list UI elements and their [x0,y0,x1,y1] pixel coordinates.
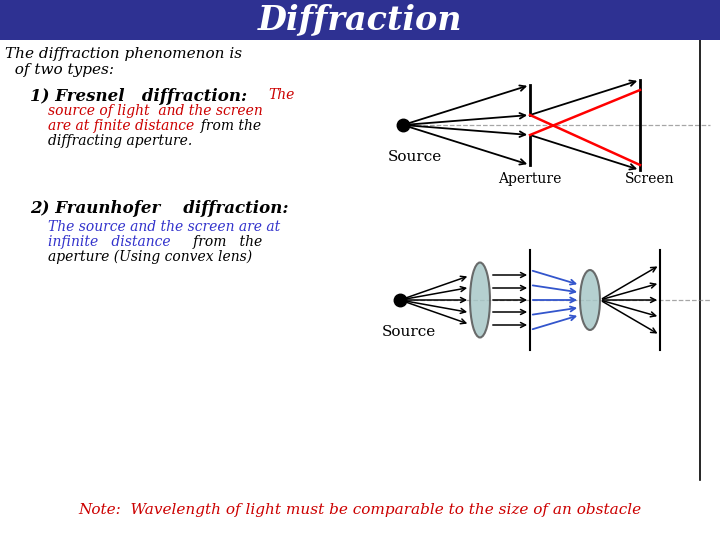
Text: Note:  Wavelength of light must be comparable to the size of an obstacle: Note: Wavelength of light must be compar… [78,503,642,517]
Text: Source: Source [382,325,436,339]
Text: source of light  and the screen: source of light and the screen [48,104,263,118]
Text: The: The [268,88,294,102]
Text: of two types:: of two types: [5,63,114,77]
Text: Source: Source [388,150,442,164]
Bar [0,0,720,40]
Text: 1) Fresnel   diffraction:: 1) Fresnel diffraction: [30,88,247,105]
Text: from   the: from the [180,235,262,249]
Text: 2) Fraunhofer    diffraction:: 2) Fraunhofer diffraction: [30,200,289,217]
Text: are at finite distance: are at finite distance [48,119,194,133]
Text: diffracting aperture.: diffracting aperture. [48,134,192,148]
Text: from the: from the [192,119,261,133]
Text: The source and the screen are at: The source and the screen are at [48,220,280,234]
Ellipse shape [580,270,600,330]
Text: The diffraction phenomenon is: The diffraction phenomenon is [5,47,242,61]
Text: infinite   distance: infinite distance [48,235,171,249]
Text: Diffraction: Diffraction [258,3,462,37]
Text: Aperture: Aperture [498,172,562,186]
Ellipse shape [470,262,490,338]
Text: aperture (Using convex lens): aperture (Using convex lens) [48,250,252,265]
Text: Screen: Screen [625,172,675,186]
